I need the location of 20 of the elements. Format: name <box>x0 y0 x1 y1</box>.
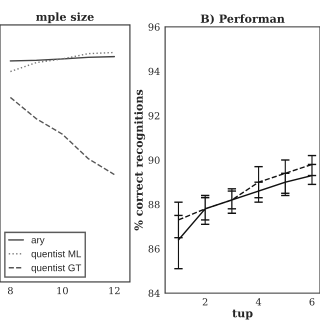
x-tick-label: 4 <box>256 298 262 306</box>
y-tick-label: 88 <box>148 200 160 208</box>
legend-label: quentist ML <box>32 250 82 260</box>
y-tick-label: 92 <box>148 112 160 120</box>
x-tick-label: 10 <box>57 286 68 294</box>
y-tick-label: 94 <box>148 68 160 76</box>
y-tick-label: 96 <box>148 23 160 31</box>
x-tick-label: 8 <box>8 286 13 294</box>
x-tick-label: 6 <box>310 298 314 306</box>
y-axis-title: % correct recognitions <box>134 90 146 230</box>
y-tick-label: 84 <box>148 290 160 297</box>
x-axis-title: tup <box>232 310 253 320</box>
x-tick-label: 2 <box>202 298 208 306</box>
y-tick-label: 86 <box>148 245 160 253</box>
chart-title: B) Performan <box>200 14 285 24</box>
legend-label: quentist GT <box>32 264 82 274</box>
legend-label: ary <box>32 238 45 246</box>
y-tick-label: 90 <box>148 156 160 164</box>
chart-title: mple size <box>36 12 94 24</box>
x-tick-label: 12 <box>109 286 120 294</box>
